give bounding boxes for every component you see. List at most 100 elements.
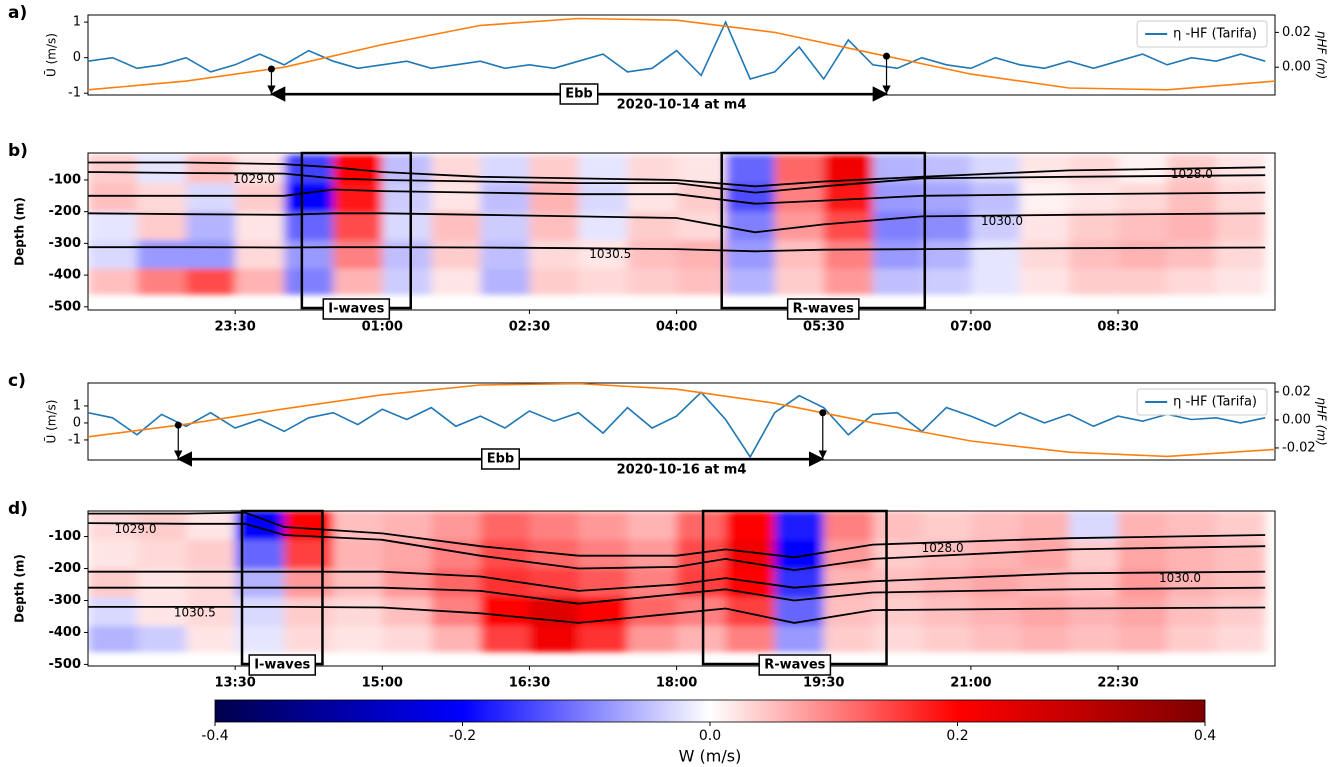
heatmap-cell	[88, 511, 138, 541]
heatmap-cell	[627, 511, 678, 541]
heatmap-cell	[480, 154, 531, 184]
line-series	[88, 391, 1266, 459]
colorbar-tick-label: 0.0	[699, 728, 721, 744]
heatmap-cell	[578, 268, 629, 295]
heatmap-cell	[578, 240, 629, 270]
isopycnal	[88, 212, 1266, 234]
heatmap-cell	[1118, 240, 1168, 270]
heatmap-cell	[431, 211, 481, 241]
y2-tick-label: -0.02	[1282, 440, 1316, 455]
y-tick-label: -400	[48, 625, 81, 640]
date-label: 2020-10-14 at m4	[617, 98, 747, 113]
heatmap-cell	[235, 211, 285, 241]
heatmap-cell	[88, 568, 138, 598]
heatmap-cell	[725, 211, 776, 241]
plot-frame	[87, 382, 1276, 461]
heatmap-cell	[1167, 539, 1217, 570]
y2-axis-label: ηHF (m)	[1315, 31, 1329, 79]
heatmap-cell	[676, 626, 727, 653]
heatmap-cell	[872, 268, 923, 295]
wave-box-label: I-waves	[328, 302, 384, 317]
x-tick-label: 15:00	[362, 676, 403, 691]
heatmap-cell	[1118, 211, 1168, 241]
ebb-label: Ebb	[487, 452, 515, 467]
heatmap-cell	[578, 568, 629, 598]
heatmap-cell	[872, 597, 923, 627]
isopycnal	[88, 511, 1266, 559]
heatmap-cell	[431, 183, 481, 213]
heatmap-cell	[1216, 539, 1266, 570]
heatmap-cell	[823, 626, 874, 653]
x-tick-label: 18:00	[656, 676, 697, 691]
heatmap-cell	[1167, 597, 1217, 627]
heatmap-cell	[284, 626, 334, 653]
heatmap-cell	[872, 511, 923, 541]
heatmap-cell	[921, 154, 972, 184]
colorbar-tick-label: -0.4	[201, 728, 228, 744]
heatmap-cell	[1118, 511, 1168, 541]
x-tick-label: 01:00	[362, 320, 403, 335]
colorbar-tick-label: -0.2	[449, 728, 476, 744]
heatmap-cell	[1019, 539, 1070, 570]
heatmap-cell	[725, 597, 776, 627]
x-tick-label: 16:30	[509, 676, 550, 691]
heatmap-cell	[431, 240, 481, 270]
heatmap-cell	[774, 154, 825, 184]
heatmap-cell	[284, 597, 334, 627]
y-tick-label: 0	[73, 415, 81, 430]
heatmap-cell	[480, 211, 531, 241]
plot-area	[88, 17, 1275, 91]
heatmap-cell	[137, 211, 187, 241]
heatmap-cell	[186, 240, 236, 270]
y-tick-label: -500	[48, 657, 81, 672]
wave-box-label-group: I-waves	[322, 298, 391, 320]
isopycnal	[88, 570, 1266, 592]
heatmap-cell	[480, 511, 531, 541]
isopycnal-label: 1028.0	[1171, 167, 1213, 181]
heatmap-cell	[382, 268, 432, 295]
heatmap-cell	[382, 511, 432, 541]
heatmap-cell	[1019, 626, 1070, 653]
heatmap-cell	[872, 568, 923, 598]
heatmap-cell	[480, 183, 531, 213]
heatmap-cell	[627, 597, 678, 627]
heatmap-cell	[1216, 240, 1266, 270]
isopycnal-label: 1029.0	[114, 522, 156, 536]
heatmap-cell	[970, 240, 1021, 270]
isopycnal	[88, 586, 1266, 605]
heatmap-cell	[529, 626, 580, 653]
heatmap-cell	[1019, 240, 1070, 270]
isopycnal	[88, 246, 1266, 253]
heatmap-cell	[921, 597, 972, 627]
y-tick-label: 1	[73, 398, 81, 413]
heatmap-cell	[333, 240, 383, 270]
ebb-label-box	[481, 448, 521, 470]
heatmap-cell	[186, 183, 236, 213]
heatmap-cell	[578, 539, 629, 570]
heatmap-cell	[284, 240, 334, 270]
heatmap-cell	[1118, 597, 1168, 627]
heatmap-cell	[333, 626, 383, 653]
heatmap-cell	[872, 240, 923, 270]
heatmap-cell	[627, 211, 678, 241]
y-tick-label: -100	[48, 529, 81, 544]
ebb-marker	[883, 52, 891, 60]
heatmap-cell	[137, 568, 187, 598]
y-axis-label: Ū (m/s)	[45, 33, 59, 77]
heatmap-cell	[970, 568, 1021, 598]
heatmap-cell	[235, 597, 285, 627]
heatmap-cell	[725, 183, 776, 213]
heatmap-cell	[235, 539, 285, 570]
heatmap-cell	[774, 511, 825, 541]
heatmap-cell	[1019, 183, 1070, 213]
heatmap-cell	[529, 154, 580, 184]
colorbar-tick-label: 0.2	[946, 728, 968, 744]
heatmap-cell	[382, 154, 432, 184]
heatmap-cell	[88, 154, 138, 184]
plot-frame	[87, 510, 1276, 667]
heatmap-cell	[1068, 183, 1119, 213]
isopycnal-label: 1028.0	[922, 541, 964, 555]
isopycnal	[88, 606, 1266, 624]
wave-box-label: I-waves	[254, 658, 310, 673]
heatmap-cell	[1167, 183, 1217, 213]
